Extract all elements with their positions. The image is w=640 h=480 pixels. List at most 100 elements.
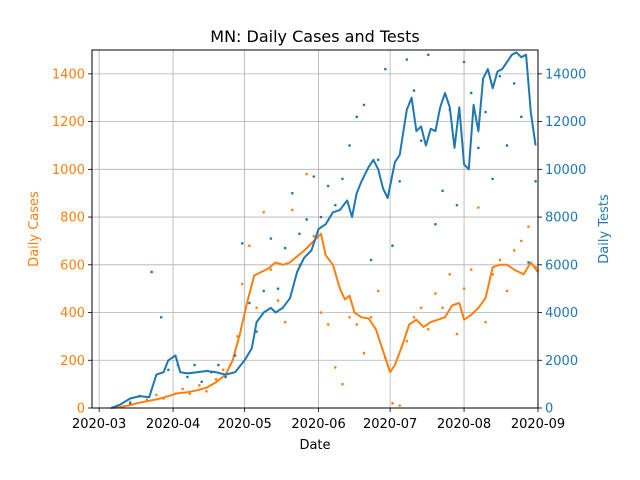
tests-daily-point [362, 103, 366, 107]
y-left-tick-label: 1400 [52, 67, 85, 82]
y-right-tick-label: 8000 [545, 211, 578, 226]
cases-daily-point [255, 306, 258, 310]
cases-daily-point [269, 268, 273, 271]
cases-daily-point [291, 208, 294, 212]
tests-daily-point [434, 222, 437, 226]
x-tick-label: 2020-05 [217, 417, 271, 432]
tests-daily-point [419, 139, 423, 142]
x-tick-label: 2020-03 [72, 417, 126, 432]
cases-daily-point [355, 323, 359, 326]
tests-daily-point [426, 53, 430, 57]
cases-daily-point [341, 382, 344, 386]
tests-daily-point [455, 203, 459, 207]
y-axis-left: 0 200 400 600 800 1000 1200 1400 [52, 67, 92, 417]
tests-daily-point [240, 242, 244, 245]
cases-daily-point [348, 316, 351, 319]
tests-daily-point [462, 60, 466, 64]
cases-daily-point [326, 323, 330, 326]
y-left-tick-label: 1000 [52, 163, 85, 178]
y-left-tick-label: 1200 [52, 115, 85, 130]
cases-daily-point [188, 392, 192, 395]
y-axis-right: 0 2000 4000 6000 8000 10000 12000 14000 [538, 67, 586, 417]
tests-daily-point [128, 401, 132, 405]
tests-daily-point [477, 146, 480, 150]
tests-daily-point [527, 261, 530, 264]
tests-daily-point [298, 232, 301, 236]
cases-daily-point [527, 225, 530, 228]
tests-daily-point [398, 179, 401, 183]
cases-daily-point [498, 258, 502, 262]
y-right-tick-label: 12000 [545, 115, 586, 130]
cases-daily-point [512, 249, 516, 252]
cases-daily-point [312, 234, 316, 238]
tests-daily-point [217, 363, 220, 367]
cases-daily-point [477, 206, 480, 209]
tests-daily-point [159, 316, 163, 319]
x-tick-label: 2020-04 [146, 417, 200, 432]
tests-daily-point [484, 110, 487, 114]
tests-daily-point [150, 270, 153, 274]
cases-daily-point [240, 282, 244, 286]
tests-daily-point [469, 91, 473, 95]
x-tick-label: 2020-07 [363, 417, 417, 432]
y-left-tick-label: 800 [60, 211, 85, 226]
x-tick-label: 2020-09 [511, 417, 565, 432]
x-tick-label: 2020-06 [291, 417, 345, 432]
cases-daily-point [405, 339, 409, 343]
tests-daily-point [269, 237, 273, 240]
tests-daily-point [186, 375, 189, 379]
x-axis: 2020-03 2020-04 2020-05 2020-06 2020-07 2020-… [72, 408, 565, 432]
y-right-tick-label: 0 [545, 402, 553, 417]
cases-daily-point [276, 299, 280, 302]
tests-daily-point [305, 218, 308, 221]
tests-daily-point [341, 177, 344, 181]
cases-daily-point [333, 366, 337, 369]
tests-daily-point [405, 58, 409, 61]
cases-daily-point [248, 244, 251, 248]
cases-daily-point [412, 316, 416, 319]
y-left-tick-label: 200 [60, 354, 85, 369]
tests-daily-point [491, 177, 494, 181]
tests-daily-point [412, 89, 416, 92]
tests-rolling-line [110, 51, 537, 409]
tests-daily-point [326, 184, 330, 188]
tests-daily-point [369, 258, 373, 262]
series-tests [110, 51, 537, 409]
tests-daily-point [262, 289, 266, 293]
x-axis-label: Date [299, 438, 330, 453]
tests-daily-point [376, 158, 380, 162]
cases-daily-point [419, 306, 423, 310]
cases-daily-point [434, 292, 437, 295]
series-layer [110, 51, 539, 409]
tests-daily-point [248, 301, 251, 305]
plot-frame [91, 49, 539, 409]
cases-daily-point [505, 289, 509, 293]
y-right-tick-label: 6000 [545, 258, 578, 273]
tests-daily-point [384, 67, 387, 71]
tests-daily-point [520, 115, 523, 119]
x-tick-label: 2020-08 [437, 417, 491, 432]
tests-daily-point [233, 354, 237, 357]
cases-daily-point [305, 172, 308, 176]
grid [92, 50, 539, 409]
tests-daily-point [167, 368, 170, 372]
series-cases [110, 172, 539, 409]
cases-daily-point [455, 332, 459, 336]
cases-daily-point [205, 389, 208, 393]
tests-daily-point [505, 144, 509, 147]
cases-daily-point [319, 311, 323, 314]
cases-daily-point [369, 316, 373, 319]
y-right-tick-label: 10000 [545, 163, 586, 178]
cases-daily-point [426, 327, 430, 331]
y-axis-left-label: Daily Cases [27, 191, 42, 267]
tests-daily-point [391, 244, 394, 248]
tests-daily-point [319, 215, 323, 219]
cases-daily-point [441, 306, 444, 310]
cases-daily-point [376, 289, 380, 293]
tests-daily-point [276, 287, 280, 290]
cases-daily-point [198, 384, 201, 387]
tests-daily-point [348, 144, 351, 147]
y-left-tick-label: 400 [60, 306, 85, 321]
tests-daily-point [355, 115, 359, 119]
cases-daily-point [181, 387, 184, 391]
